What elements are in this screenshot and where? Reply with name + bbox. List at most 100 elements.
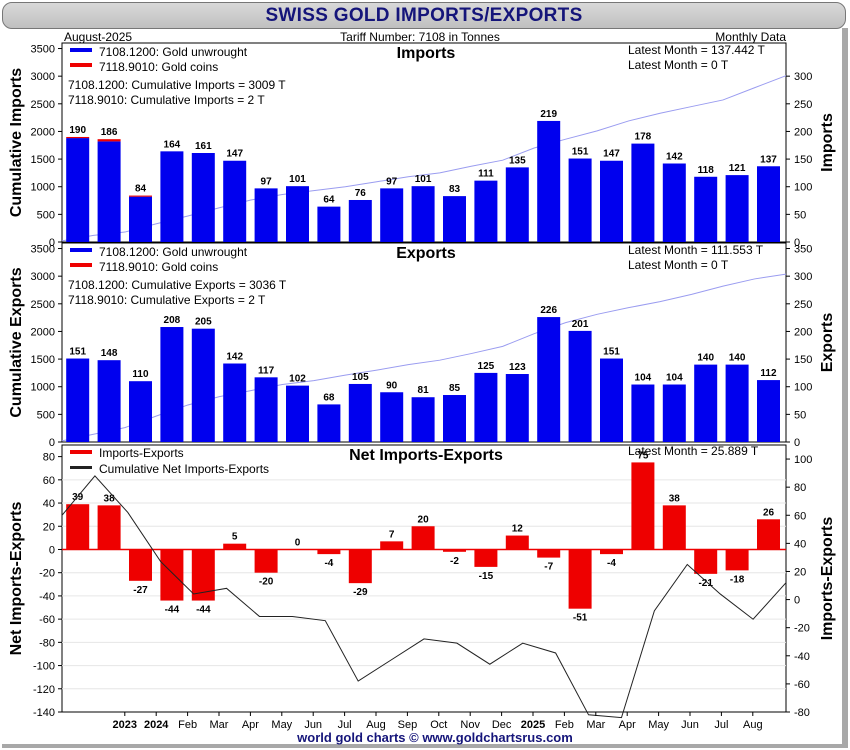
bar-unwrought [443,196,466,242]
left-axis-title: Net Imports-Exports [8,502,25,656]
bar-net [160,549,184,601]
bar-unwrought [380,392,404,442]
right-tick-label: 200 [794,126,812,138]
bar-unwrought [631,384,655,442]
bar-net [129,549,152,581]
bar-value-label: 105 [352,372,369,383]
bar-unwrought [160,327,184,442]
right-tick-label: 50 [794,409,806,421]
right-tick-label: -20 [794,623,810,635]
left-axis-title: Cumulative Exports [8,267,25,417]
bar-value-label: 38 [669,493,681,504]
right-tick-label: 200 [794,326,812,338]
right-tick-label: 80 [794,482,806,494]
left-tick-label: 20 [43,521,55,533]
legend-label-coins: 7118.9010: Gold coins [99,60,218,74]
right-tick-label: -40 [794,651,810,663]
bar-net [757,519,780,550]
bar-value-label: -18 [730,574,745,585]
bar-unwrought [286,186,309,242]
bar-value-label: -44 [196,605,211,616]
right-tick-label: 150 [794,354,812,366]
bar-unwrought [411,397,435,442]
bar-unwrought [600,358,623,442]
latest-month-note: Latest Month = 25.889 T [628,444,759,458]
bar-unwrought [191,328,215,442]
header-frequency: Monthly Data [715,30,786,44]
panel-title: Net Imports-Exports [349,447,503,464]
bar-net [97,505,121,550]
bar-unwrought [380,188,404,242]
panel-imports: 0 500 1000 1500 2000 2500 3000 3500 0 50 100 150 200… [8,42,836,249]
x-tick-label: Aug [743,719,763,731]
bar-value-label: -51 [573,613,588,624]
right-tick-label: 350 [794,244,812,256]
right-axis-title: Imports [819,113,836,172]
bar-value-label: 97 [261,176,273,187]
bar-value-label: 178 [635,132,652,143]
left-tick-label: 0 [49,544,55,556]
bar-value-label: 84 [135,184,147,195]
bar-value-label: 118 [698,165,715,176]
left-tick-label: 1500 [31,354,55,366]
left-tick-label: 500 [37,209,55,221]
bar-value-label: 39 [72,492,84,503]
title-bar: SWISS GOLD IMPORTS/EXPORTS [2,2,846,29]
bar-unwrought [694,176,718,242]
bar-value-label: 12 [512,524,524,535]
bar-unwrought [97,360,121,442]
right-tick-label: 0 [794,237,800,249]
legend-label-net: Imports-Exports [99,446,184,460]
legend-swatch-unwrought [70,48,92,52]
legend-label-unwrought: 7108.1200: Gold unwrought [99,45,248,59]
bar-net [380,541,404,550]
bar-unwrought [757,166,780,242]
bar-value-label: 121 [729,163,746,174]
bar-net [254,549,278,573]
bar-unwrought [662,384,686,442]
bar-value-label: 205 [195,317,212,328]
bar-value-label: -29 [353,587,368,598]
panel-title: Exports [396,245,456,262]
x-tick-label: Jul [714,719,728,731]
header-tariff: Tariff Number: 7108 in Tonnes [340,30,500,44]
left-tick-label: -60 [39,614,55,626]
x-tick-label: Nov [460,719,480,731]
bar-unwrought [537,317,561,442]
left-tick-label: 80 [43,452,55,464]
latest-month-note: Latest Month = 0 T [628,258,729,272]
bar-unwrought [97,141,121,242]
bar-value-label: 140 [729,353,746,364]
right-tick-label: 300 [794,271,812,283]
right-tick-label: 300 [794,71,812,83]
bar-unwrought [191,153,215,242]
legend-swatch-coins [70,263,92,267]
bar-unwrought [348,383,372,442]
bar-value-label: 123 [509,362,526,373]
x-tick-label: Feb [555,719,574,731]
bar-value-label: -4 [324,558,333,569]
bar-net [694,549,718,574]
bar-unwrought [160,151,184,242]
bar-unwrought [317,404,341,442]
left-tick-label: -40 [39,591,55,603]
bar-value-label: 5 [232,532,238,543]
bar-value-label: 110 [132,369,149,380]
bar-value-label: -20 [259,577,274,588]
x-tick-label: Feb [178,719,197,731]
bar-unwrought [66,358,90,442]
bar-value-label: 112 [760,368,777,379]
bar-value-label: 161 [195,141,212,152]
bar-unwrought [129,196,152,242]
right-tick-label: 250 [794,99,812,111]
bar-value-label: 111 [478,169,494,180]
bar-value-label: 208 [164,315,181,326]
bar-unwrought [725,175,749,242]
left-tick-label: 2500 [31,99,55,111]
bar-unwrought [662,163,686,242]
bar-value-label: -27 [133,585,148,596]
legend-swatch-unwrought [70,248,92,252]
right-axis-title: Imports-Exports [819,517,836,641]
bar-unwrought [505,167,529,242]
bar-unwrought [254,188,278,242]
